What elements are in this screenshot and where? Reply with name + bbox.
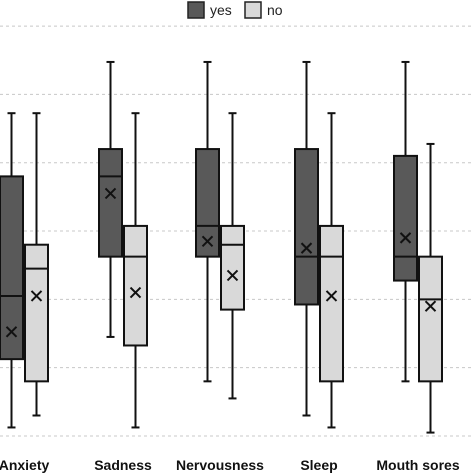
box-nervousness-no bbox=[220, 112, 245, 400]
iqr-box-nervousness-yes bbox=[195, 148, 220, 258]
category-labels: Anxiety Sadness Nervousness Sleep Mouth … bbox=[0, 457, 460, 473]
iqr-box-anxiety-no bbox=[24, 243, 49, 383]
mean-marker-mouth-sores-no bbox=[424, 300, 437, 312]
gridlines bbox=[0, 25, 474, 437]
category-label-anxiety: Anxiety bbox=[0, 457, 49, 473]
box-sadness-yes bbox=[98, 60, 123, 338]
box-mouth-sores-no bbox=[418, 142, 443, 434]
iqr-box-sadness-no bbox=[123, 224, 148, 347]
iqr-box-anxiety-yes bbox=[0, 175, 24, 361]
box-anxiety-no bbox=[24, 112, 49, 417]
category-label-sadness: Sadness bbox=[94, 457, 152, 473]
mean-marker-sadness-yes bbox=[104, 187, 117, 200]
category-label-mouth-sores: Mouth sores bbox=[376, 457, 459, 473]
box-sleep-yes bbox=[294, 60, 319, 417]
mean-marker-sleep-no bbox=[325, 290, 338, 302]
mean-marker-sleep-yes bbox=[300, 242, 313, 254]
legend: yes no bbox=[187, 1, 283, 19]
legend-label-no: no bbox=[267, 2, 283, 18]
mean-marker-nervousness-no bbox=[226, 269, 239, 282]
box-sleep-no bbox=[319, 112, 344, 429]
iqr-box-nervousness-no bbox=[220, 224, 245, 311]
iqr-box-mouth-sores-no bbox=[418, 255, 443, 383]
box-mouth-sores-yes bbox=[393, 60, 418, 383]
mean-marker-anxiety-yes bbox=[5, 326, 18, 338]
mean-marker-anxiety-no bbox=[30, 290, 43, 302]
legend-label-yes: yes bbox=[210, 2, 232, 18]
category-label-nervousness: Nervousness bbox=[176, 457, 264, 473]
mean-marker-nervousness-yes bbox=[201, 235, 214, 247]
iqr-box-sleep-yes bbox=[294, 148, 319, 306]
box-sadness-no bbox=[123, 112, 148, 429]
boxes bbox=[0, 60, 443, 434]
mean-marker-mouth-sores-yes bbox=[399, 232, 412, 244]
box-nervousness-yes bbox=[195, 60, 220, 383]
box-anxiety-yes bbox=[0, 112, 24, 429]
legend-swatch-no bbox=[244, 1, 262, 19]
legend-swatch-yes bbox=[187, 1, 205, 19]
category-label-sleep: Sleep bbox=[300, 457, 337, 473]
iqr-box-mouth-sores-yes bbox=[393, 154, 418, 282]
iqr-box-sadness-yes bbox=[98, 148, 123, 258]
mean-marker-sadness-no bbox=[129, 286, 142, 299]
iqr-box-sleep-no bbox=[319, 224, 344, 383]
